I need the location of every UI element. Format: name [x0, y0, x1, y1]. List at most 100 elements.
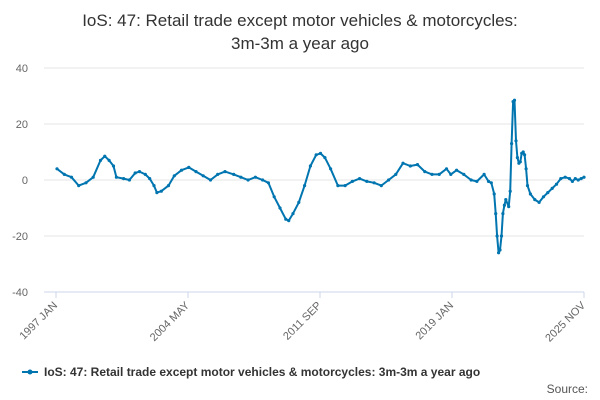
data-point[interactable]	[494, 212, 498, 216]
data-point[interactable]	[55, 167, 59, 171]
data-point[interactable]	[508, 189, 512, 193]
data-point[interactable]	[528, 192, 533, 196]
data-point[interactable]	[62, 172, 66, 176]
data-point[interactable]	[521, 150, 525, 154]
data-point[interactable]	[323, 156, 327, 160]
data-point[interactable]	[498, 248, 502, 252]
data-point[interactable]	[223, 170, 227, 174]
data-point[interactable]	[573, 177, 577, 181]
data-point[interactable]	[437, 172, 441, 176]
data-point[interactable]	[297, 200, 301, 204]
data-point[interactable]	[455, 168, 459, 172]
data-point[interactable]	[127, 178, 131, 182]
data-point[interactable]	[114, 175, 118, 179]
data-point[interactable]	[91, 175, 95, 179]
data-point[interactable]	[148, 177, 152, 181]
data-point[interactable]	[266, 181, 270, 185]
data-point[interactable]	[525, 184, 530, 188]
data-point[interactable]	[449, 172, 453, 176]
data-point[interactable]	[152, 184, 156, 188]
data-point[interactable]	[492, 192, 496, 196]
data-point[interactable]	[350, 179, 354, 183]
data-point[interactable]	[358, 177, 362, 181]
data-point[interactable]	[504, 198, 508, 202]
data-point[interactable]	[502, 203, 506, 207]
data-point[interactable]	[537, 200, 541, 204]
data-point[interactable]	[579, 177, 583, 181]
data-point[interactable]	[329, 167, 333, 171]
data-point[interactable]	[541, 195, 546, 199]
data-point[interactable]	[179, 168, 184, 172]
data-point[interactable]	[524, 167, 528, 171]
data-point[interactable]	[499, 234, 504, 238]
data-point[interactable]	[582, 175, 586, 179]
data-point[interactable]	[469, 178, 473, 182]
data-point[interactable]	[287, 219, 291, 223]
data-point[interactable]	[239, 175, 243, 179]
data-point[interactable]	[497, 251, 501, 255]
data-point[interactable]	[415, 163, 420, 167]
data-point[interactable]	[408, 164, 412, 168]
data-point[interactable]	[387, 178, 391, 182]
data-point[interactable]	[253, 175, 257, 179]
data-point[interactable]	[216, 172, 220, 176]
data-point[interactable]	[98, 158, 103, 162]
data-point[interactable]	[303, 184, 307, 188]
legend[interactable]: IoS: 47: Retail trade except motor vehic…	[22, 365, 480, 379]
data-point[interactable]	[343, 184, 347, 188]
data-point[interactable]	[563, 175, 567, 179]
data-point[interactable]	[314, 153, 318, 157]
data-point[interactable]	[514, 139, 518, 143]
data-point[interactable]	[291, 212, 295, 216]
data-point[interactable]	[159, 189, 163, 193]
data-point[interactable]	[430, 172, 434, 176]
data-point[interactable]	[232, 172, 236, 176]
data-point[interactable]	[272, 195, 276, 199]
data-point[interactable]	[550, 186, 554, 190]
data-point[interactable]	[208, 178, 213, 182]
data-point[interactable]	[318, 151, 323, 155]
data-point[interactable]	[523, 153, 527, 157]
data-point[interactable]	[336, 184, 340, 188]
data-point[interactable]	[284, 217, 288, 221]
data-point[interactable]	[515, 156, 520, 160]
data-point[interactable]	[84, 181, 88, 185]
data-point[interactable]	[576, 178, 580, 182]
data-point[interactable]	[486, 179, 491, 183]
data-point[interactable]	[518, 160, 522, 164]
data-point[interactable]	[278, 206, 282, 210]
data-point[interactable]	[365, 179, 369, 183]
data-point[interactable]	[489, 181, 493, 185]
data-point[interactable]	[143, 172, 147, 176]
data-point[interactable]	[379, 184, 383, 188]
data-point[interactable]	[201, 174, 205, 178]
data-point[interactable]	[401, 161, 405, 165]
data-point[interactable]	[495, 234, 499, 238]
data-point[interactable]	[567, 177, 572, 181]
data-point[interactable]	[69, 175, 74, 179]
data-point[interactable]	[261, 178, 265, 182]
data-point[interactable]	[570, 179, 575, 183]
data-point[interactable]	[533, 198, 537, 202]
data-point[interactable]	[501, 212, 505, 216]
data-point[interactable]	[122, 177, 126, 181]
data-point[interactable]	[155, 191, 159, 195]
data-point[interactable]	[246, 178, 250, 182]
data-point[interactable]	[507, 205, 511, 209]
data-point[interactable]	[512, 98, 517, 102]
data-point[interactable]	[111, 164, 116, 168]
data-point[interactable]	[510, 142, 514, 146]
data-point[interactable]	[194, 170, 198, 174]
data-point[interactable]	[103, 154, 107, 158]
data-point[interactable]	[187, 165, 191, 169]
data-point[interactable]	[475, 179, 479, 183]
data-point[interactable]	[462, 172, 466, 176]
data-point[interactable]	[133, 171, 137, 175]
data-point[interactable]	[77, 184, 81, 188]
data-point[interactable]	[482, 172, 486, 176]
data-point[interactable]	[423, 170, 427, 174]
data-point[interactable]	[137, 170, 142, 174]
data-point[interactable]	[107, 158, 111, 162]
data-point[interactable]	[308, 164, 312, 168]
data-point[interactable]	[372, 181, 376, 185]
